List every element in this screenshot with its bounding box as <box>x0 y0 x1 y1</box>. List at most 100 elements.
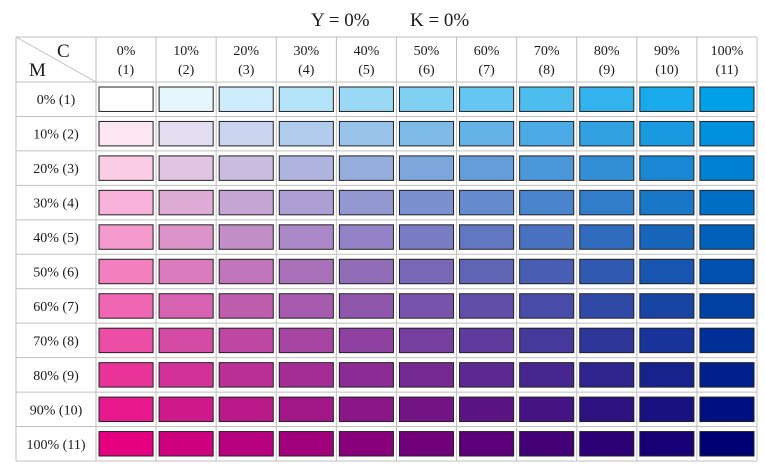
color-swatch <box>699 189 755 216</box>
color-swatch <box>699 293 755 319</box>
color-swatch <box>98 431 154 457</box>
color-swatch <box>639 189 695 216</box>
color-swatch <box>579 362 635 388</box>
color-swatch <box>579 293 635 319</box>
color-swatch <box>98 396 154 423</box>
color-swatch <box>158 362 214 388</box>
color-swatch <box>218 431 274 457</box>
c-header-percent: 20% <box>233 44 259 59</box>
c-header-index: (5) <box>358 63 375 78</box>
color-swatch <box>398 362 455 388</box>
color-swatch <box>579 396 635 423</box>
color-swatch <box>459 396 515 423</box>
corner-c-label: C <box>57 41 70 62</box>
color-swatch <box>278 396 334 423</box>
color-swatch <box>398 327 455 354</box>
color-swatch <box>338 224 394 250</box>
color-swatch <box>278 431 334 457</box>
color-swatch <box>519 120 575 147</box>
color-swatch <box>579 189 635 216</box>
color-swatch <box>158 258 214 285</box>
color-swatch <box>278 327 334 354</box>
m-header: 40% (5) <box>33 231 79 246</box>
c-header-index: (6) <box>418 63 435 78</box>
color-swatch <box>519 224 575 250</box>
color-swatch <box>278 120 334 147</box>
color-swatch <box>98 327 154 354</box>
y-value-label: Y = 0% <box>311 10 370 31</box>
color-swatch <box>699 155 755 181</box>
color-swatch <box>699 120 755 147</box>
color-swatch <box>398 155 455 181</box>
color-swatch <box>519 293 575 319</box>
color-swatch <box>398 396 455 423</box>
color-swatch <box>398 258 455 285</box>
c-header-index: (2) <box>178 63 195 78</box>
color-swatch <box>158 396 214 423</box>
color-swatch <box>338 396 394 423</box>
m-header: 80% (9) <box>33 369 79 384</box>
color-swatch <box>218 120 274 147</box>
color-swatch <box>639 258 695 285</box>
color-swatch <box>639 120 695 147</box>
color-swatch <box>98 258 154 285</box>
color-swatch <box>459 155 515 181</box>
color-swatch <box>218 86 274 112</box>
c-header-percent: 30% <box>293 44 319 59</box>
color-swatch <box>218 155 274 181</box>
c-header-index: (4) <box>298 63 315 78</box>
color-swatch <box>699 327 755 354</box>
c-header-index: (1) <box>118 63 135 78</box>
color-swatch <box>459 431 515 457</box>
c-header-index: (8) <box>539 63 556 78</box>
color-swatch <box>639 293 695 319</box>
color-swatch <box>278 86 334 112</box>
color-swatch <box>459 293 515 319</box>
color-swatch <box>519 362 575 388</box>
m-header: 100% (11) <box>27 438 86 453</box>
color-swatch <box>639 362 695 388</box>
color-swatch <box>459 362 515 388</box>
color-swatch <box>158 155 214 181</box>
color-swatch <box>338 362 394 388</box>
corner-m-label: M <box>29 60 46 81</box>
m-header: 70% (8) <box>33 334 79 349</box>
color-swatch <box>579 155 635 181</box>
color-swatch <box>519 431 575 457</box>
color-swatch <box>278 293 334 319</box>
k-value-label: K = 0% <box>410 10 470 31</box>
c-header-percent: 0% <box>117 44 136 59</box>
color-swatch <box>519 86 575 112</box>
color-swatch <box>459 189 515 216</box>
color-swatch <box>98 189 154 216</box>
color-swatch <box>278 362 334 388</box>
color-swatch <box>158 224 214 250</box>
color-swatch <box>579 327 635 354</box>
color-swatch <box>639 86 695 112</box>
color-swatch <box>158 86 214 112</box>
color-swatch <box>519 258 575 285</box>
color-swatch <box>459 86 515 112</box>
color-swatch <box>519 155 575 181</box>
color-swatch <box>639 396 695 423</box>
color-swatch <box>278 224 334 250</box>
color-swatch <box>579 224 635 250</box>
color-swatch <box>98 155 154 181</box>
color-swatch <box>639 327 695 354</box>
chart-title: Y = 0% K = 0% <box>0 8 765 34</box>
color-swatch <box>519 327 575 354</box>
color-swatch <box>98 120 154 147</box>
c-header-index: (3) <box>238 63 255 78</box>
c-header-percent: 50% <box>414 44 440 59</box>
color-swatch <box>639 155 695 181</box>
color-swatch <box>699 258 755 285</box>
color-swatch <box>398 86 455 112</box>
color-swatch <box>218 224 274 250</box>
m-header: 0% (1) <box>37 93 76 108</box>
color-swatch <box>579 431 635 457</box>
m-header: 20% (3) <box>33 162 79 177</box>
color-swatch <box>218 189 274 216</box>
color-swatch <box>699 362 755 388</box>
color-swatch <box>278 189 334 216</box>
c-header-index: (10) <box>655 63 679 78</box>
